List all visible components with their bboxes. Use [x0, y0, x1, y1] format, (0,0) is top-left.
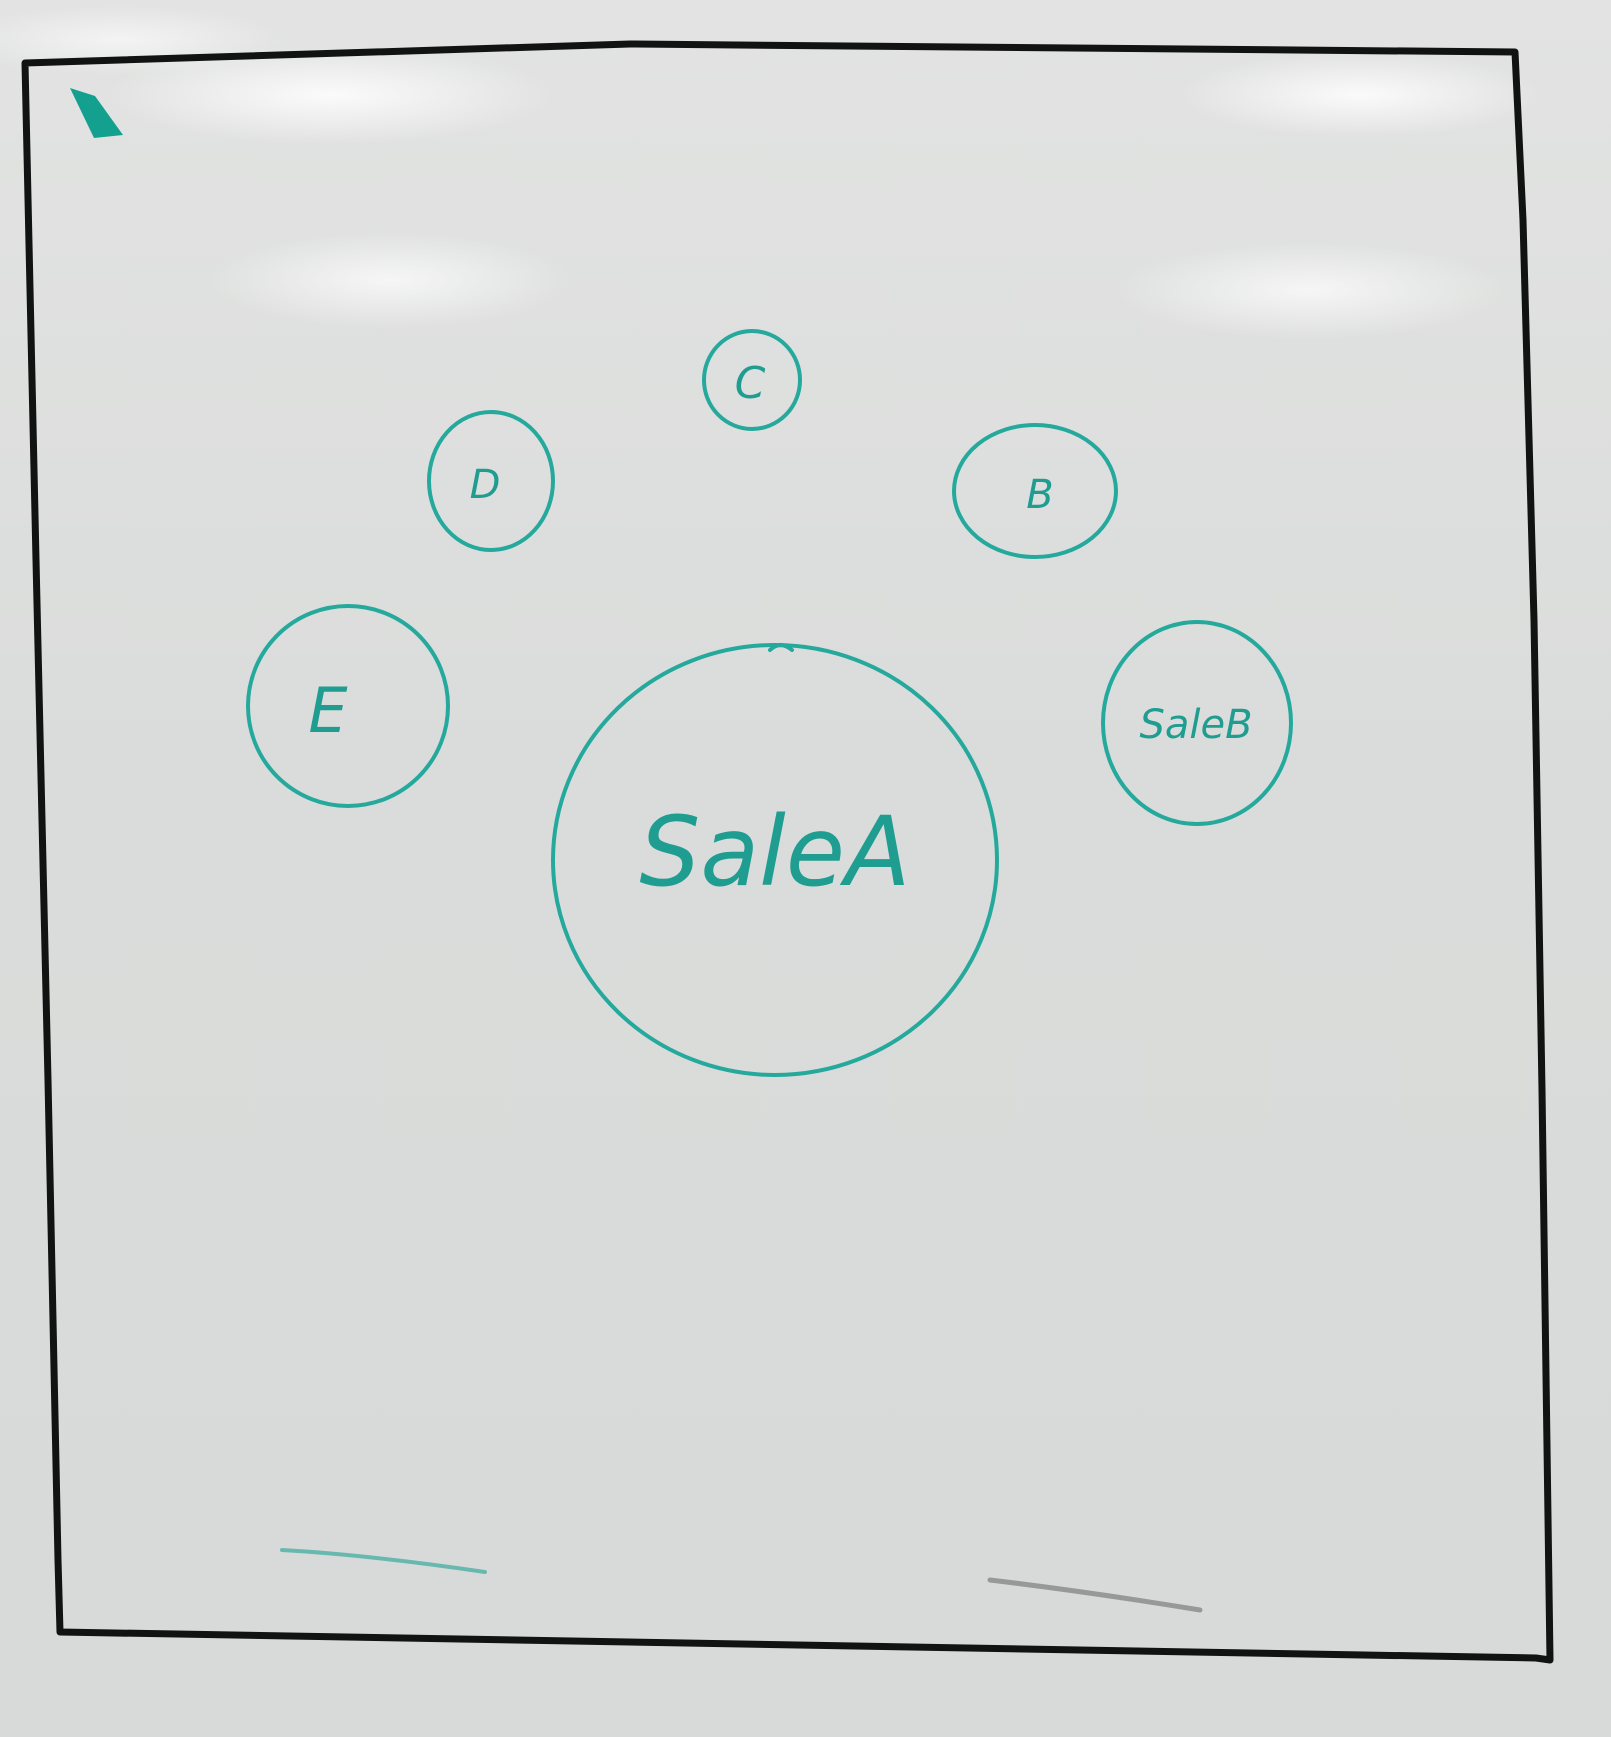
node-circle-upper-left: [427, 410, 555, 552]
corner-marker-tag: [70, 88, 123, 138]
node-right: SaleB: [1101, 620, 1293, 826]
node-circle-top: [702, 329, 802, 431]
node-label-center: SaleA: [639, 796, 910, 908]
node-left: E: [246, 604, 450, 808]
node-upper-left: D: [427, 410, 555, 552]
marker-smudge-right: [987, 1577, 1203, 1613]
node-label-upper-right: B: [1026, 472, 1053, 518]
node-upper-right: B: [952, 423, 1118, 559]
node-label-left: E: [308, 674, 348, 747]
node-circle-upper-right: [952, 423, 1118, 559]
marker-smudge-left: [280, 1548, 487, 1574]
node-label-upper-left: D: [470, 462, 501, 508]
node-circle-right: [1101, 620, 1293, 826]
node-label-top: C: [735, 358, 766, 409]
node-circle-left: [246, 604, 450, 808]
node-label-right: SaleB: [1139, 702, 1252, 748]
node-top: C: [702, 329, 802, 431]
board-frame: [21, 40, 1554, 1664]
circle-join-mark: [768, 643, 794, 652]
node-center: SaleA: [551, 643, 999, 1077]
